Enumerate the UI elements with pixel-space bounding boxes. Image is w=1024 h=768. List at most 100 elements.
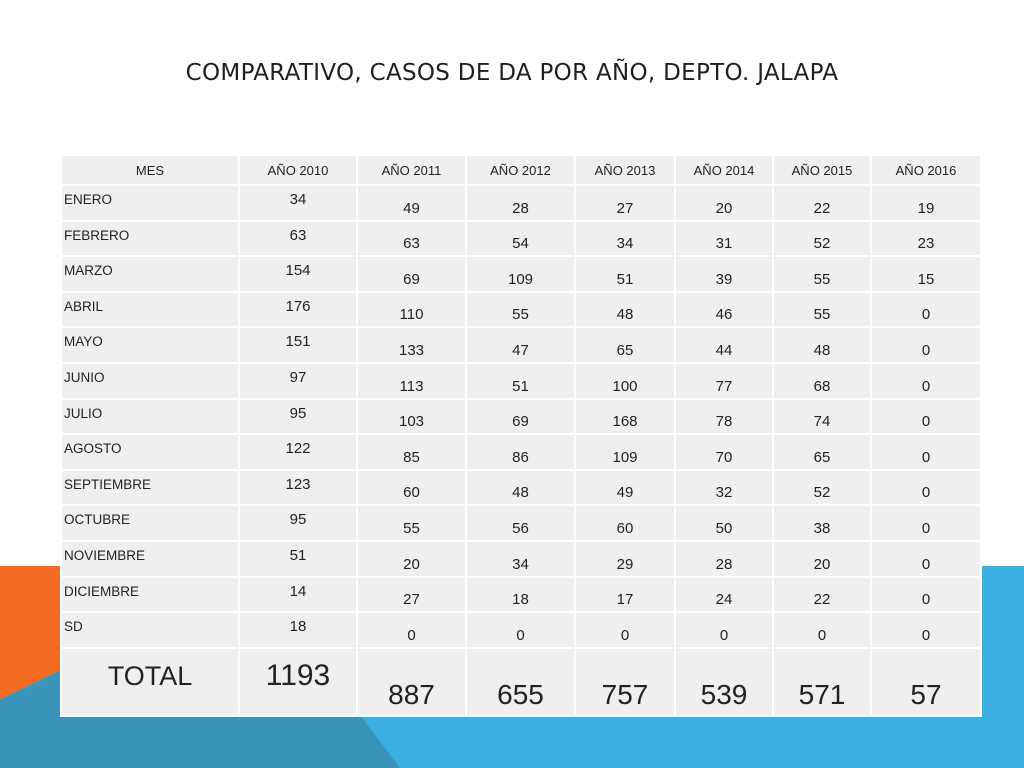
table-row: JULIO 95 103 69 168 78 74 0 [60,397,982,436]
month-label: OCTUBRE [60,504,240,542]
value-cell: 44 [674,326,774,364]
value-cell: 103 [356,397,467,436]
value-cell: 22 [772,575,872,614]
value-cell: 0 [870,504,982,542]
value-cell: 29 [574,539,676,578]
value-cell: 18 [238,611,358,649]
month-label: FEBRERO [60,219,240,258]
value-cell: 56 [465,504,576,542]
table-row: AGOSTO 122 85 86 109 70 65 0 [60,433,982,471]
month-label: NOVIEMBRE [60,539,240,578]
value-cell: 151 [238,326,358,364]
value-cell: 20 [772,539,872,578]
value-cell: 28 [465,184,576,222]
value-cell: 69 [356,255,467,293]
value-cell: 51 [574,255,676,293]
value-cell: 28 [674,539,774,578]
table-row: SEPTIEMBRE 123 60 48 49 32 52 0 [60,468,982,507]
value-cell: 113 [356,361,467,400]
value-cell: 23 [870,219,982,258]
value-cell: 0 [870,290,982,329]
header-cell: AÑO 2014 [674,154,774,186]
value-cell: 52 [772,468,872,507]
month-label: SEPTIEMBRE [60,468,240,507]
value-cell: 55 [772,255,872,293]
value-cell: 123 [238,468,358,507]
value-cell: 0 [870,433,982,471]
value-cell: 0 [870,575,982,614]
value-cell: 109 [465,255,576,293]
value-cell: 48 [772,326,872,364]
value-cell: 65 [574,326,676,364]
header-cell: AÑO 2013 [574,154,676,186]
value-cell: 0 [870,468,982,507]
month-label: MAYO [60,326,240,364]
value-cell: 24 [674,575,774,614]
value-cell: 27 [356,575,467,614]
value-cell: 48 [465,468,576,507]
value-cell: 0 [870,397,982,436]
table-row: DICIEMBRE 14 27 18 17 24 22 0 [60,575,982,614]
total-cell: 57 [870,646,982,717]
month-label: JULIO [60,397,240,436]
total-cell: 757 [574,646,676,717]
page-title: COMPARATIVO, CASOS DE DA POR AÑO, DEPTO.… [185,60,839,86]
value-cell: 86 [465,433,576,471]
value-cell: 51 [238,539,358,578]
value-cell: 49 [574,468,676,507]
value-cell: 63 [356,219,467,258]
value-cell: 133 [356,326,467,364]
value-cell: 0 [574,611,676,649]
value-cell: 55 [772,290,872,329]
value-cell: 54 [465,219,576,258]
value-cell: 122 [238,433,358,471]
total-row: TOTAL 1193 887 655 757 539 571 57 [60,646,982,717]
table-row: JUNIO 97 113 51 100 77 68 0 [60,361,982,400]
value-cell: 32 [674,468,774,507]
total-cell: 539 [674,646,774,717]
header-cell: AÑO 2012 [465,154,576,186]
value-cell: 0 [870,611,982,649]
value-cell: 47 [465,326,576,364]
table-row: FEBRERO 63 63 54 34 31 52 23 [60,219,982,258]
value-cell: 97 [238,361,358,400]
value-cell: 60 [356,468,467,507]
header-cell: AÑO 2010 [238,154,358,186]
value-cell: 55 [465,290,576,329]
value-cell: 176 [238,290,358,329]
value-cell: 39 [674,255,774,293]
header-cell: MES [60,154,240,186]
value-cell: 48 [574,290,676,329]
total-cell: 571 [772,646,872,717]
value-cell: 85 [356,433,467,471]
value-cell: 46 [674,290,774,329]
value-cell: 63 [238,219,358,258]
value-cell: 74 [772,397,872,436]
value-cell: 22 [772,184,872,222]
table-row: MARZO 154 69 109 51 39 55 15 [60,255,982,293]
value-cell: 0 [870,539,982,578]
value-cell: 55 [356,504,467,542]
value-cell: 15 [870,255,982,293]
header-cell: AÑO 2015 [772,154,872,186]
table-row: SD 18 0 0 0 0 0 0 [60,611,982,649]
table-row: NOVIEMBRE 51 20 34 29 28 20 0 [60,539,982,578]
value-cell: 34 [238,184,358,222]
value-cell: 34 [465,539,576,578]
header-cell: AÑO 2011 [356,154,467,186]
month-label: ENERO [60,184,240,222]
month-label: SD [60,611,240,649]
total-cell: 887 [356,646,467,717]
value-cell: 77 [674,361,774,400]
value-cell: 38 [772,504,872,542]
total-label: TOTAL [60,646,240,717]
value-cell: 109 [574,433,676,471]
value-cell: 14 [238,575,358,614]
table-row: ABRIL 176 110 55 48 46 55 0 [60,290,982,329]
value-cell: 0 [870,361,982,400]
table-row: OCTUBRE 95 55 56 60 50 38 0 [60,504,982,542]
value-cell: 34 [574,219,676,258]
value-cell: 0 [674,611,774,649]
value-cell: 31 [674,219,774,258]
cases-table: MES AÑO 2010 AÑO 2011 AÑO 2012 AÑO 2013 … [60,154,982,717]
